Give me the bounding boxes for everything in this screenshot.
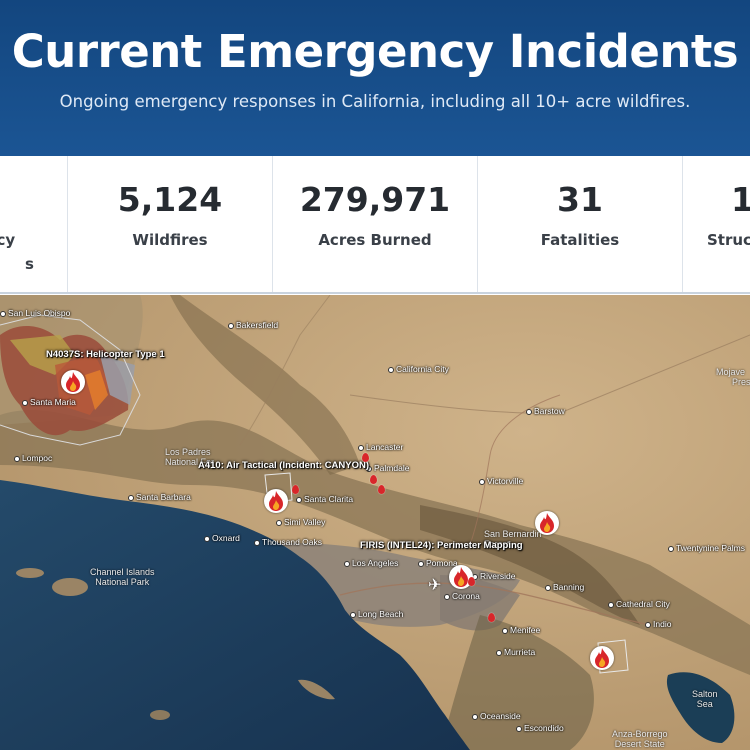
incident-drop-icon[interactable]	[468, 577, 475, 586]
place-santa-clarita: Santa Clarita	[296, 494, 353, 504]
area-salton-sea: Salton Sea	[692, 689, 718, 709]
place-victorville: Victorville	[479, 476, 523, 486]
place-santa-maria: Santa Maria	[22, 397, 76, 407]
stat-label: Wildfires	[132, 231, 208, 249]
place-oceanside: Oceanside	[472, 711, 521, 721]
area-channel-islands: Channel Islands National Park	[90, 567, 155, 587]
stat-value: 279,971	[299, 180, 451, 219]
place-cathedral-city: Cathedral City	[608, 599, 670, 609]
stat-label: ncy s	[0, 231, 34, 273]
place-pomona: Pomona	[418, 558, 458, 568]
place-twentynine-palms: Twentynine Palms	[668, 543, 745, 553]
area-anza-borrego: Anza-Borrego Desert State	[612, 729, 668, 749]
place-corona: Corona	[444, 591, 480, 601]
place-murrieta: Murrieta	[496, 647, 535, 657]
stat-label: Fatalities	[540, 231, 620, 249]
area-san-bernardino: San Bernardin Forest	[484, 529, 542, 549]
page-subtitle: Ongoing emergency responses in Californi…	[59, 92, 691, 111]
place-california-city: California City	[388, 364, 449, 374]
place-indio: Indio	[645, 619, 671, 629]
stat-label: Acres Burned	[318, 231, 432, 249]
incident-drop-icon[interactable]	[362, 453, 369, 462]
aircraft-label-a410[interactable]: A410: Air Tactical (Incident: CANYON)	[198, 460, 370, 471]
place-santa-barbara: Santa Barbara	[128, 492, 191, 502]
fire-marker-icon[interactable]	[449, 565, 473, 589]
place-mojave: MojavePrese	[716, 367, 750, 387]
fire-marker-icon[interactable]	[61, 370, 85, 394]
place-thousand-oaks: Thousand Oaks	[254, 537, 322, 547]
stat-structures[interactable]: 1 Struct	[683, 156, 750, 292]
page-header: Current Emergency Incidents Ongoing emer…	[0, 0, 750, 156]
stats-strip: 74 ncy s 5,124 Wildfires 279,971 Acres B…	[0, 156, 750, 294]
place-los-angeles: Los Angeles	[344, 558, 398, 568]
place-long-beach: Long Beach	[350, 609, 403, 619]
incident-drop-icon[interactable]	[378, 485, 385, 494]
place-lompoc: Lompoc	[14, 453, 52, 463]
stat-value: 74	[0, 180, 67, 219]
fire-marker-icon[interactable]	[590, 646, 614, 670]
stat-wildfires[interactable]: 5,124 Wildfires	[68, 156, 273, 292]
aircraft-plane-icon[interactable]: ✈	[428, 577, 442, 594]
place-bakersfield: Bakersfield	[228, 320, 278, 330]
incident-map[interactable]: San Luis Obispo Bakersfield Santa Maria …	[0, 295, 750, 750]
place-san-luis-obispo: San Luis Obispo	[0, 308, 70, 318]
place-lancaster: Lancaster	[358, 442, 403, 452]
place-banning: Banning	[545, 582, 584, 592]
incident-drop-icon[interactable]	[292, 485, 299, 494]
place-palmdale: Palmdale	[366, 463, 409, 473]
aircraft-label-n4037s[interactable]: N4037S: Helicopter Type 1	[46, 349, 165, 360]
stat-value: 5,124	[117, 180, 223, 219]
map-basemap	[0, 295, 750, 750]
place-menifee: Menifee	[502, 625, 540, 635]
page-title: Current Emergency Incidents	[11, 25, 739, 78]
stat-fatalities[interactable]: 31 Fatalities	[478, 156, 683, 292]
stat-value: 1	[683, 180, 750, 219]
place-riverside: Riverside	[472, 571, 515, 581]
place-simi-valley: Simi Valley	[276, 517, 325, 527]
stat-acres-burned[interactable]: 279,971 Acres Burned	[273, 156, 478, 292]
fire-marker-icon[interactable]	[535, 511, 559, 535]
stat-value: 31	[557, 180, 603, 219]
place-escondido: Escondido	[516, 723, 564, 733]
aircraft-label-firis[interactable]: FIRIS (INTEL24): Perimeter Mapping	[360, 540, 523, 551]
stat-emergency-incidents[interactable]: 74 ncy s	[0, 156, 68, 292]
incident-drop-icon[interactable]	[370, 475, 377, 484]
fire-marker-icon[interactable]	[264, 489, 288, 513]
area-los-padres: Los Padres National For	[165, 447, 215, 467]
place-barstow: Barstow	[526, 406, 565, 416]
stat-label: Struct	[707, 231, 750, 249]
incident-drop-icon[interactable]	[488, 613, 495, 622]
place-oxnard: Oxnard	[204, 533, 240, 543]
